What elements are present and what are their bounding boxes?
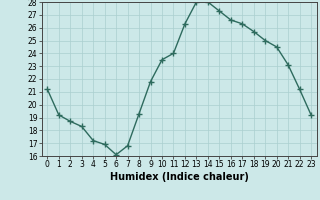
- X-axis label: Humidex (Indice chaleur): Humidex (Indice chaleur): [110, 172, 249, 182]
